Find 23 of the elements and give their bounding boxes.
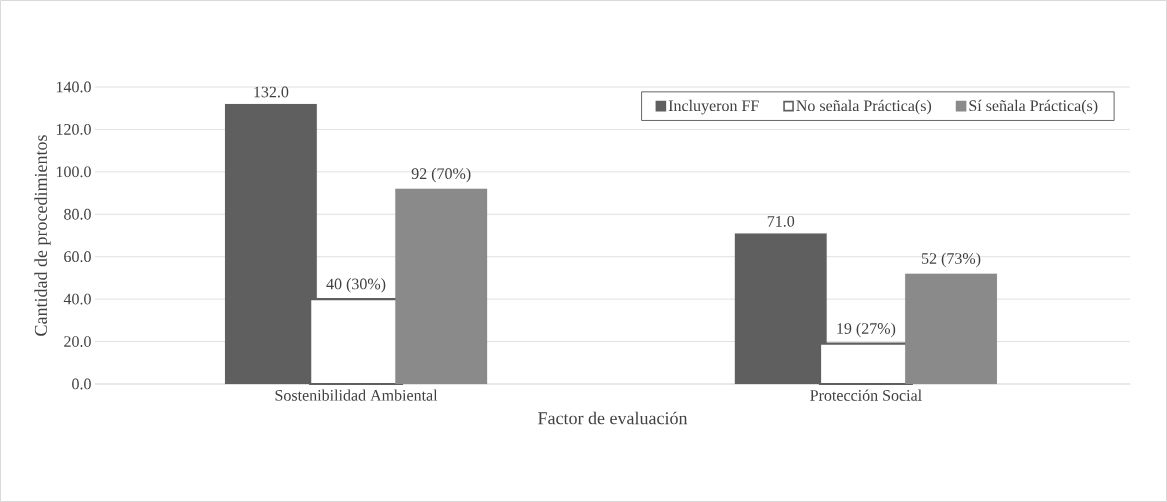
- data-label: 71.0: [767, 215, 795, 227]
- y-tick-label: 60.0: [64, 251, 91, 263]
- data-label: 92 (70%): [411, 167, 471, 183]
- y-tick-label: 40.0: [63, 293, 91, 305]
- x-axis-title: Factor de evaluación: [538, 411, 688, 425]
- y-tick-label: 120.0: [56, 123, 91, 135]
- bar: [905, 273, 997, 385]
- data-label: 132.0: [254, 86, 289, 98]
- y-tick-label: 100.0: [56, 166, 91, 178]
- bar: [395, 188, 488, 385]
- data-label: 40 (30%): [326, 278, 386, 293]
- x-tick-label: Sostenibilidad Ambiental: [275, 389, 438, 401]
- legend-label: Incluyeron FF: [668, 99, 759, 115]
- x-tick-label: Protección Social: [810, 389, 922, 401]
- y-tick-label: 80.0: [64, 208, 91, 220]
- y-axis-title: Cantidad de procedimientos: [34, 135, 51, 336]
- y-tick-label: 140.0: [56, 81, 91, 93]
- legend-label: Sí señala Práctica(s): [969, 99, 1098, 115]
- data-label: 52 (73%): [922, 252, 981, 268]
- data-label: 19 (27%): [837, 322, 896, 338]
- y-tick-label: 20.0: [64, 336, 91, 348]
- legend-label: No señala Práctica(s): [796, 99, 932, 115]
- y-tick-label: 0.0: [72, 378, 91, 390]
